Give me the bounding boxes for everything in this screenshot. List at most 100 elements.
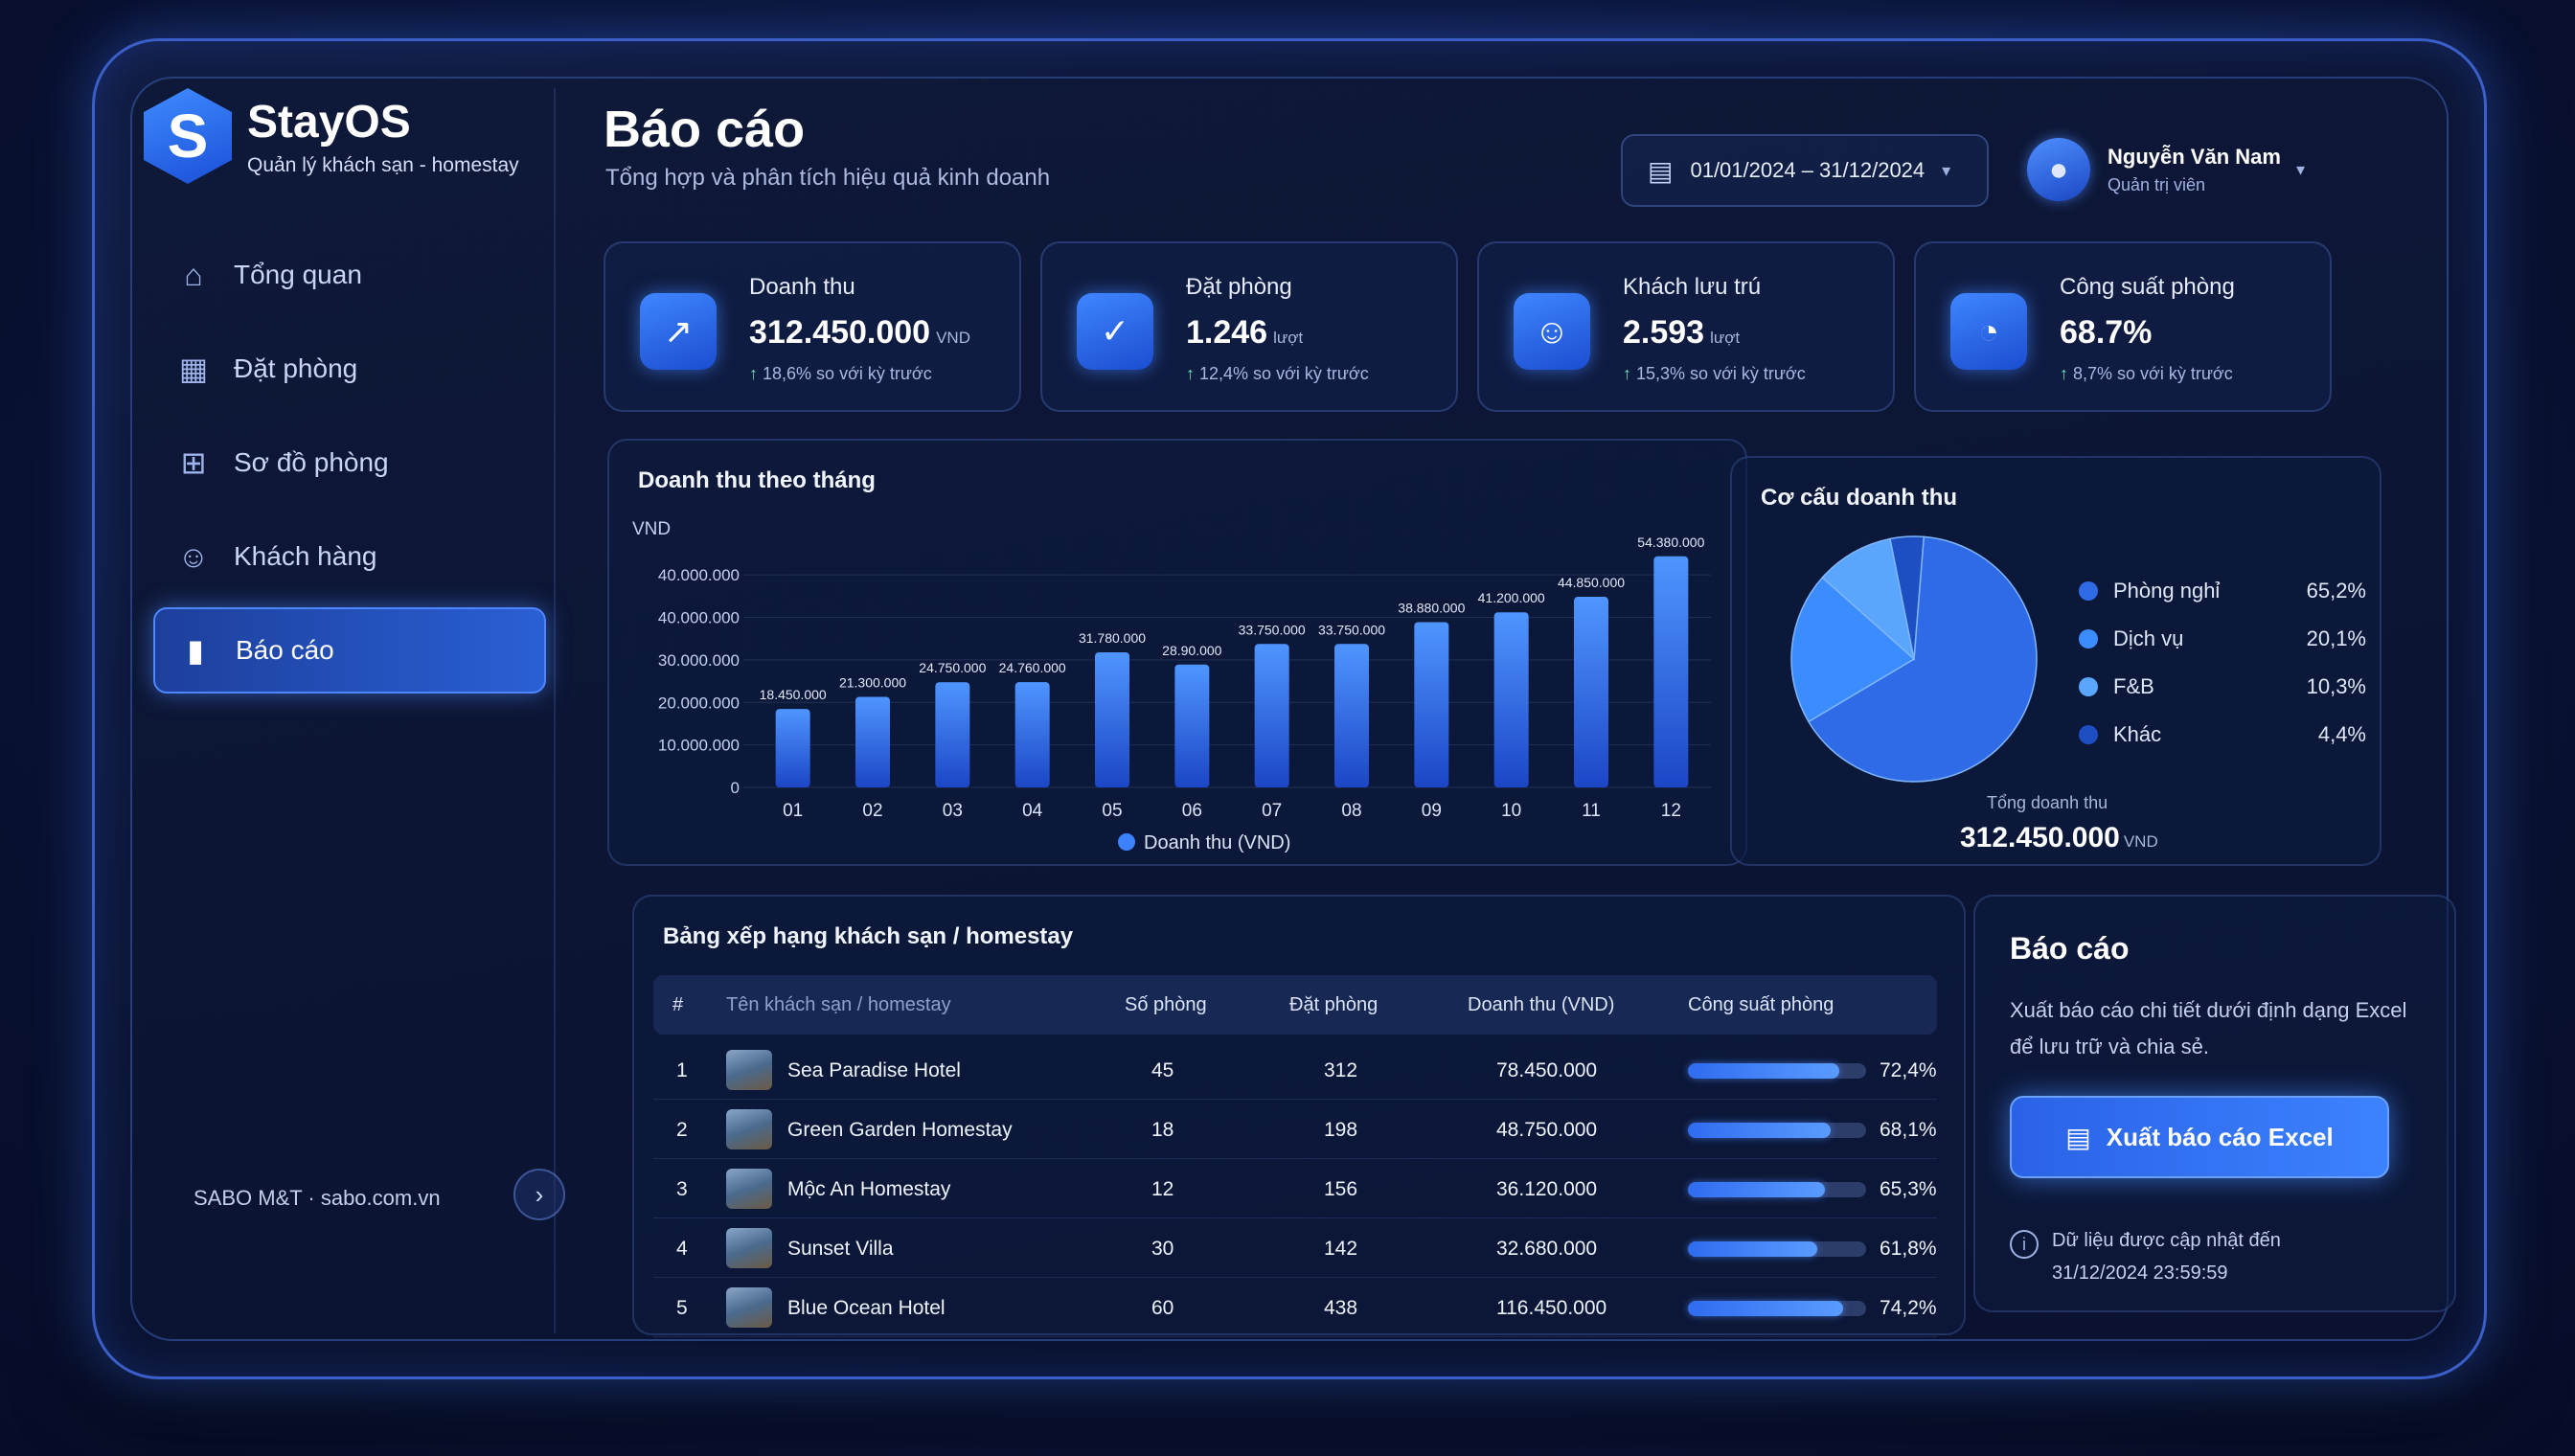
legend-item: F&B 10,3% [2079,674,2366,699]
kpi-value: 2.593 lượt [1623,314,1741,351]
x-tick-label: 08 [1341,801,1361,821]
occupancy-bar-fill [1688,1182,1825,1197]
x-tick-label: 02 [862,801,882,821]
x-tick-label: 11 [1582,801,1601,821]
hotel-thumbnail [726,1109,772,1149]
user-role: Quản trị viên [2108,174,2206,194]
y-tick-label: 40.000.000 [658,566,740,584]
revenue-value: 48.750.000 [1496,1119,1598,1141]
x-tick-label: 03 [943,801,963,821]
table-row[interactable]: 4 Sunset Villa 30 142 32.680.000 61,8% [653,1218,1937,1278]
kpi-card-occupancy: ◔ Công suất phòng 68.7% ↑ 8,7% so với kỳ… [1914,241,2332,412]
occupancy-bar-fill [1688,1123,1832,1138]
x-tick-label: 10 [1501,801,1521,821]
chevron-down-icon: ▾ [2295,159,2305,179]
booking-count: 438 [1324,1297,1358,1319]
chevron-right-icon: › [535,1179,544,1209]
sidebar-item-label: Đặt phòng [234,353,358,383]
export-description: Xuất báo cáo chi tiết dưới định dạng Exc… [2010,998,2407,1058]
column-header: # [672,994,684,1015]
export-excel-button[interactable]: ▤ Xuất báo cáo Excel [2010,1096,2389,1178]
table-row[interactable]: 2 Green Garden Homestay 18 198 48.750.000 68,… [653,1100,1937,1159]
kpi-label: Doanh thu [749,274,855,300]
table-row[interactable]: 5 Blue Ocean Hotel 60 438 116.450.000 74,2% [653,1278,1937,1337]
ranking-table-panel: Bảng xếp hạng khách sạn / homestay # Tên… [632,895,1966,1337]
collapse-sidebar-button[interactable]: › [513,1169,565,1220]
grid-icon: ⊞ [180,445,207,480]
x-tick-label: 06 [1182,801,1202,821]
y-tick-label: 0 [731,779,740,797]
sidebar-item-label: Báo cáo [236,635,334,665]
legend-item: Khác 4,4% [2079,722,2366,747]
revenue-chart-panel: Doanh thu theo tháng VND 0 10.000.000 20.00… [607,439,1747,866]
pie-slice [1889,535,1926,660]
logo[interactable]: S StayOS Quản lý khách sạn - homestay [144,88,519,184]
legend-dot [2079,581,2098,601]
row-rank: 5 [676,1297,688,1319]
revenue-pie-chart [1790,535,2038,783]
bar [1254,644,1289,787]
y-tick-label: 40.000.000 [658,609,740,627]
trend-chart-icon: ↗ [640,293,717,370]
date-range-value: 01/01/2024 – 31/12/2024 [1690,158,1926,182]
kpi-delta: ↑ 15,3% so với kỳ trước [1623,364,1806,383]
sidebar-item-customers[interactable]: ☺ Khách hàng [153,513,546,600]
kpi-value: 1.246 lượt [1186,314,1304,351]
users-icon: ☺ [177,538,210,574]
arrow-up-icon: ↑ [2060,364,2074,383]
user-name: Nguyễn Văn Nam [2108,144,2281,169]
occupancy-bar-fill [1688,1301,1844,1316]
sidebar-item-reports[interactable]: ▮ Báo cáo [153,607,546,694]
sidebar-item-overview[interactable]: ⌂ Tổng quan [153,232,546,318]
pie-slice [1821,537,1916,662]
hotel-thumbnail [726,1169,772,1209]
row-rank: 4 [676,1238,688,1260]
column-header: Doanh thu (VND) [1468,994,1615,1015]
arrow-up-icon: ↑ [749,364,763,383]
booking-count: 156 [1324,1178,1358,1200]
y-tick-label: 20.000.000 [658,694,740,712]
guests-icon: ☺ [1514,293,1590,370]
occupancy-bar [1688,1063,1866,1079]
sidebar-item-room-map[interactable]: ⊞ Sơ đồ phòng [153,420,546,506]
panel-title: Bảng xếp hạng khách sạn / homestay [663,923,1074,949]
page-title: Báo cáo [604,101,806,158]
legend-dot [1118,833,1135,851]
hotel-name: Sunset Villa [787,1238,894,1260]
table-row[interactable]: 1 Sea Paradise Hotel 45 312 78.450.000 72,4% [653,1040,1937,1100]
legend-item: Dịch vụ 20,1% [2079,626,2366,651]
legend-item: Phòng nghỉ 65,2% [2079,579,2366,603]
legend-label: Doanh thu (VND) [1144,832,1290,853]
occupancy-bar [1688,1182,1866,1197]
room-count: 12 [1151,1178,1174,1200]
column-header: Công suất phòng [1688,994,1834,1015]
column-header: Tên khách sạn / homestay [726,994,951,1015]
revenue-value: 36.120.000 [1496,1178,1598,1200]
pie-total-label: Tổng doanh thu [1987,793,2108,812]
column-header: Số phòng [1125,994,1207,1015]
hotel-name: Sea Paradise Hotel [787,1059,961,1081]
occupancy-bar-fill [1688,1241,1818,1257]
row-rank: 3 [676,1178,688,1200]
bar [1414,622,1449,787]
bar-chart-icon: ▮ [187,633,204,668]
room-count: 30 [1151,1238,1174,1260]
date-range-picker[interactable]: ▤ 01/01/2024 – 31/12/2024 ▾ [1621,134,1989,207]
x-tick-label: 07 [1262,801,1282,821]
kpi-card-revenue: ↗ Doanh thu 312.450.000 VND ↑ 18,6% so vớ… [604,241,1021,412]
x-tick-label: 12 [1661,801,1681,821]
panel-title: Doanh thu theo tháng [638,467,876,493]
user-menu[interactable]: ● Nguyễn Văn Nam Quản trị viên ▾ [2027,138,2305,201]
logo-icon: S [144,88,232,184]
revenue-bar-chart: VND 0 10.000.000 20.000.000 30.000.000 40.000… [632,519,1711,853]
kpi-delta: ↑ 8,7% so với kỳ trước [2060,364,2233,383]
info-icon: i [2010,1230,2039,1259]
hotel-name: Mộc An Homestay [787,1178,951,1200]
app-tagline: Quản lý khách sạn - homestay [247,153,519,176]
arrow-up-icon: ↑ [1186,364,1200,383]
data-label: 24.750.000 [919,660,986,675]
table-row[interactable]: 3 Mộc An Homestay 12 156 36.120.000 65,3% [653,1159,1937,1218]
sidebar-item-bookings[interactable]: ▦ Đặt phòng [153,326,546,412]
sidebar-item-label: Tổng quan [234,260,362,289]
hotel-thumbnail [726,1228,772,1268]
